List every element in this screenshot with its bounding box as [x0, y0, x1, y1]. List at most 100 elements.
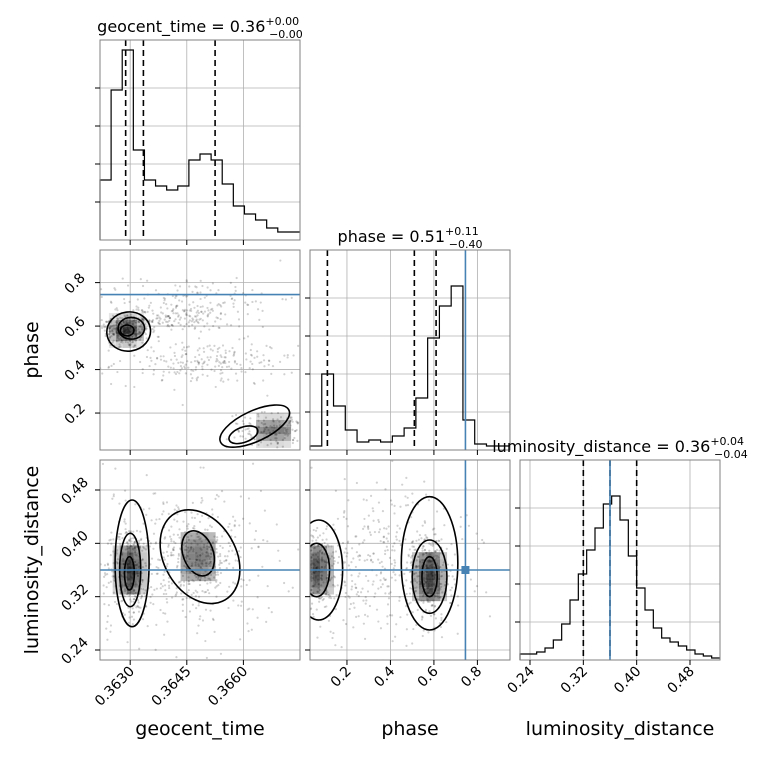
sample-point — [176, 370, 179, 374]
sample-point — [217, 495, 220, 498]
sample-point — [393, 549, 396, 552]
sample-point — [213, 369, 216, 373]
sample-point — [196, 291, 199, 294]
sample-point — [189, 379, 193, 383]
sample-point — [156, 335, 159, 338]
x-tick-label: 0.8 — [458, 664, 485, 691]
sample-point — [297, 421, 300, 424]
sample-point — [122, 327, 125, 330]
sample-point — [244, 371, 247, 374]
sample-point — [145, 355, 149, 359]
sample-point — [109, 326, 112, 329]
sample-point — [210, 368, 213, 371]
sample-point — [127, 530, 131, 533]
sample-point — [237, 429, 240, 432]
sample-point — [107, 604, 111, 607]
sample-point — [134, 591, 138, 594]
sample-point — [143, 310, 147, 313]
sample-point — [152, 331, 155, 334]
x-tick-label: 0.3660 — [205, 664, 251, 710]
sample-point — [152, 602, 155, 606]
sample-point — [121, 277, 124, 280]
sample-point — [208, 563, 211, 566]
sample-point — [368, 604, 372, 608]
sample-point — [434, 550, 437, 553]
sample-point — [227, 541, 230, 544]
sample-point — [106, 562, 109, 565]
sample-point — [117, 346, 121, 349]
sample-point — [219, 581, 222, 585]
sample-point — [266, 585, 269, 588]
sample-point — [139, 331, 142, 335]
density-cell — [270, 426, 278, 434]
sample-point — [186, 360, 189, 363]
density-cell — [440, 573, 448, 581]
sample-point — [218, 346, 221, 349]
sample-point — [181, 609, 184, 613]
sample-point — [276, 442, 279, 445]
sample-point — [146, 625, 149, 628]
sample-point — [414, 571, 418, 575]
sample-point — [187, 589, 190, 592]
sample-point — [206, 547, 209, 551]
sample-point — [382, 541, 385, 544]
sample-point — [210, 548, 213, 551]
sample-point — [107, 333, 110, 336]
sample-point — [232, 353, 236, 356]
sample-point — [184, 353, 187, 356]
sample-point — [232, 515, 235, 518]
sample-point — [256, 616, 259, 619]
sample-point — [262, 379, 265, 382]
sample-point — [178, 528, 181, 531]
sample-point — [186, 591, 189, 594]
sample-point — [334, 607, 337, 611]
density-cell — [284, 412, 292, 420]
sample-point — [235, 362, 239, 366]
sample-point — [119, 316, 122, 319]
sample-point — [302, 608, 304, 610]
sample-point — [310, 557, 313, 560]
sample-point — [164, 536, 167, 539]
sample-point — [469, 578, 472, 581]
sample-point — [315, 437, 317, 439]
sample-point — [116, 337, 119, 340]
sample-point — [204, 570, 207, 573]
sample-point — [92, 630, 94, 632]
truth-marker — [461, 566, 470, 574]
sample-point — [141, 318, 144, 321]
sample-point — [191, 317, 194, 320]
sample-point — [387, 525, 390, 528]
sample-point — [213, 344, 216, 347]
sample-point — [157, 314, 160, 317]
sample-point — [399, 543, 402, 547]
density-cell — [201, 560, 209, 568]
sample-point — [212, 618, 215, 622]
sample-point — [181, 341, 184, 344]
sample-point — [140, 537, 143, 540]
sample-point — [91, 371, 93, 373]
sample-point — [421, 616, 424, 619]
sample-point — [200, 501, 203, 504]
sample-point — [146, 310, 149, 313]
sample-point — [198, 318, 201, 321]
sample-point — [168, 317, 172, 320]
sample-point — [292, 439, 295, 442]
sample-point — [417, 598, 420, 601]
sample-point — [170, 303, 173, 306]
sample-point — [162, 573, 165, 576]
sample-point — [166, 315, 169, 318]
sample-point — [422, 599, 425, 603]
sample-point — [434, 617, 437, 620]
sample-point — [187, 538, 190, 541]
sample-point — [179, 369, 182, 372]
sample-point — [367, 553, 370, 557]
sample-point — [97, 321, 99, 323]
sample-point — [391, 640, 394, 643]
sample-point — [100, 295, 103, 299]
sample-point — [410, 556, 413, 559]
sample-point — [431, 604, 434, 607]
sample-point — [426, 536, 429, 540]
sample-point — [224, 361, 227, 365]
scatter-panel-phase-luminosity_distance — [302, 459, 511, 665]
sample-point — [411, 492, 414, 495]
